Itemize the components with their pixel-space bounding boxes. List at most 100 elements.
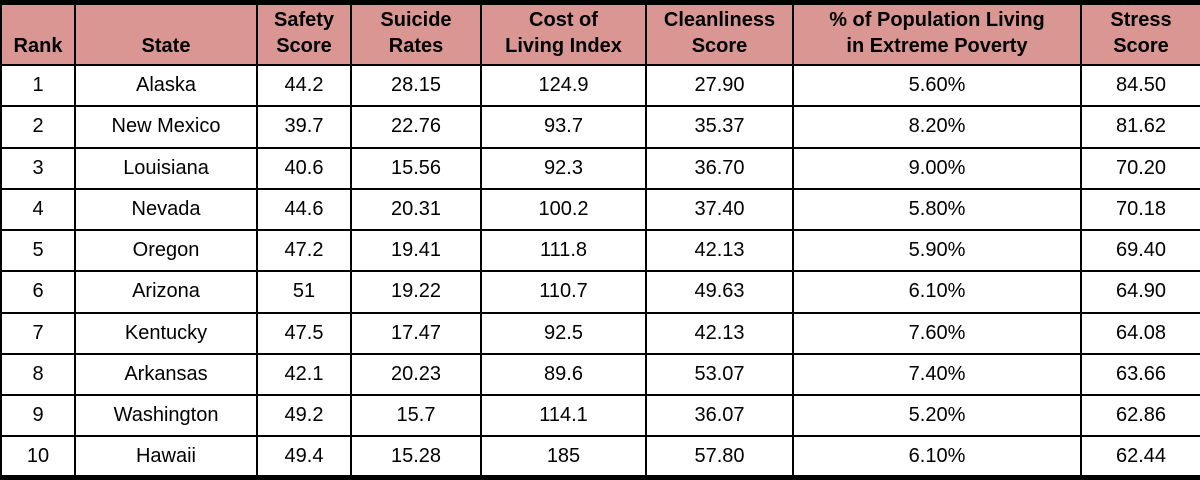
cell-safety-score: 39.7 [256, 105, 352, 149]
column-header-cost-of-living-index: Cost of Living Index [480, 1, 647, 66]
cell-rank: 6 [0, 270, 76, 314]
cell-stress-score: 63.66 [1080, 352, 1200, 397]
column-header-suicide-rates: Suicide Rates [350, 1, 482, 66]
cell-cleanliness-score: 42.13 [645, 228, 794, 273]
table-row: 9 Washington 49.2 15.7 114.1 36.07 5.20%… [0, 393, 1200, 438]
column-header-safety-score: Safety Score [256, 1, 352, 66]
cell-cost-of-living-index: 93.7 [480, 105, 647, 149]
cell-cleanliness-score: 37.40 [645, 187, 794, 232]
cell-state: Arkansas [74, 352, 258, 397]
cell-cleanliness-score: 57.80 [645, 435, 794, 479]
cell-state: Hawaii [74, 435, 258, 479]
cell-stress-score: 70.20 [1080, 146, 1200, 190]
cell-state: Kentucky [74, 311, 258, 355]
cell-stress-score: 69.40 [1080, 228, 1200, 273]
column-header-stress-score: Stress Score [1080, 1, 1200, 66]
cell-poverty-pct: 5.60% [792, 63, 1082, 108]
cell-poverty-pct: 7.60% [792, 311, 1082, 355]
cell-safety-score: 49.4 [256, 435, 352, 479]
cell-cost-of-living-index: 124.9 [480, 63, 647, 108]
cell-safety-score: 40.6 [256, 146, 352, 190]
cell-safety-score: 49.2 [256, 393, 352, 438]
cell-stress-score: 62.86 [1080, 393, 1200, 438]
cell-suicide-rates: 20.23 [350, 352, 482, 397]
header-row: Rank State Safety Score Suicide Rates Co… [0, 1, 1200, 66]
cell-state: Louisiana [74, 146, 258, 190]
cell-safety-score: 47.5 [256, 311, 352, 355]
cell-rank: 10 [0, 435, 76, 479]
table-row: 4 Nevada 44.6 20.31 100.2 37.40 5.80% 70… [0, 187, 1200, 232]
cell-stress-score: 64.90 [1080, 270, 1200, 314]
cell-cleanliness-score: 35.37 [645, 105, 794, 149]
cell-cleanliness-score: 42.13 [645, 311, 794, 355]
cell-suicide-rates: 19.22 [350, 270, 482, 314]
cell-poverty-pct: 7.40% [792, 352, 1082, 397]
cell-suicide-rates: 15.56 [350, 146, 482, 190]
cell-state: Nevada [74, 187, 258, 232]
table-row: 8 Arkansas 42.1 20.23 89.6 53.07 7.40% 6… [0, 352, 1200, 397]
cell-state: Oregon [74, 228, 258, 273]
cell-rank: 4 [0, 187, 76, 232]
cell-suicide-rates: 22.76 [350, 105, 482, 149]
column-header-rank: Rank [0, 1, 76, 66]
cell-state: Washington [74, 393, 258, 438]
cell-suicide-rates: 17.47 [350, 311, 482, 355]
cell-safety-score: 51 [256, 270, 352, 314]
cell-suicide-rates: 19.41 [350, 228, 482, 273]
cell-cleanliness-score: 53.07 [645, 352, 794, 397]
cell-safety-score: 47.2 [256, 228, 352, 273]
cell-cost-of-living-index: 114.1 [480, 393, 647, 438]
cell-cleanliness-score: 27.90 [645, 63, 794, 108]
table-row: 10 Hawaii 49.4 15.28 185 57.80 6.10% 62.… [0, 435, 1200, 479]
cell-cleanliness-score: 36.70 [645, 146, 794, 190]
cell-cleanliness-score: 36.07 [645, 393, 794, 438]
cell-rank: 2 [0, 105, 76, 149]
cell-stress-score: 84.50 [1080, 63, 1200, 108]
cell-cost-of-living-index: 92.5 [480, 311, 647, 355]
cell-stress-score: 70.18 [1080, 187, 1200, 232]
table-row: 7 Kentucky 47.5 17.47 92.5 42.13 7.60% 6… [0, 311, 1200, 355]
cell-cost-of-living-index: 92.3 [480, 146, 647, 190]
table-row: 5 Oregon 47.2 19.41 111.8 42.13 5.90% 69… [0, 228, 1200, 273]
cell-suicide-rates: 20.31 [350, 187, 482, 232]
table-row: 6 Arizona 51 19.22 110.7 49.63 6.10% 64.… [0, 270, 1200, 314]
cell-safety-score: 42.1 [256, 352, 352, 397]
cell-poverty-pct: 8.20% [792, 105, 1082, 149]
cell-stress-score: 81.62 [1080, 105, 1200, 149]
cell-stress-score: 62.44 [1080, 435, 1200, 479]
cell-cost-of-living-index: 185 [480, 435, 647, 479]
cell-rank: 1 [0, 63, 76, 108]
cell-poverty-pct: 6.10% [792, 270, 1082, 314]
cell-stress-score: 64.08 [1080, 311, 1200, 355]
cell-suicide-rates: 28.15 [350, 63, 482, 108]
cell-poverty-pct: 5.20% [792, 393, 1082, 438]
cell-state: New Mexico [74, 105, 258, 149]
cell-state: Alaska [74, 63, 258, 108]
cell-poverty-pct: 9.00% [792, 146, 1082, 190]
column-header-state: State [74, 1, 258, 66]
cell-rank: 9 [0, 393, 76, 438]
cell-cost-of-living-index: 89.6 [480, 352, 647, 397]
cell-rank: 7 [0, 311, 76, 355]
cell-cost-of-living-index: 110.7 [480, 270, 647, 314]
cell-suicide-rates: 15.28 [350, 435, 482, 479]
cell-cost-of-living-index: 111.8 [480, 228, 647, 273]
column-header-cleanliness-score: Cleanliness Score [645, 1, 794, 66]
cell-poverty-pct: 6.10% [792, 435, 1082, 479]
cell-poverty-pct: 5.80% [792, 187, 1082, 232]
column-header-poverty-pct: % of Population Living in Extreme Povert… [792, 1, 1082, 66]
cell-safety-score: 44.2 [256, 63, 352, 108]
table-row: 1 Alaska 44.2 28.15 124.9 27.90 5.60% 84… [0, 63, 1200, 108]
cell-rank: 3 [0, 146, 76, 190]
cell-safety-score: 44.6 [256, 187, 352, 232]
table-row: 3 Louisiana 40.6 15.56 92.3 36.70 9.00% … [0, 146, 1200, 190]
cell-cleanliness-score: 49.63 [645, 270, 794, 314]
cell-rank: 5 [0, 228, 76, 273]
cell-cost-of-living-index: 100.2 [480, 187, 647, 232]
cell-poverty-pct: 5.90% [792, 228, 1082, 273]
cell-suicide-rates: 15.7 [350, 393, 482, 438]
cell-rank: 8 [0, 352, 76, 397]
table-row: 2 New Mexico 39.7 22.76 93.7 35.37 8.20%… [0, 105, 1200, 149]
cell-state: Arizona [74, 270, 258, 314]
